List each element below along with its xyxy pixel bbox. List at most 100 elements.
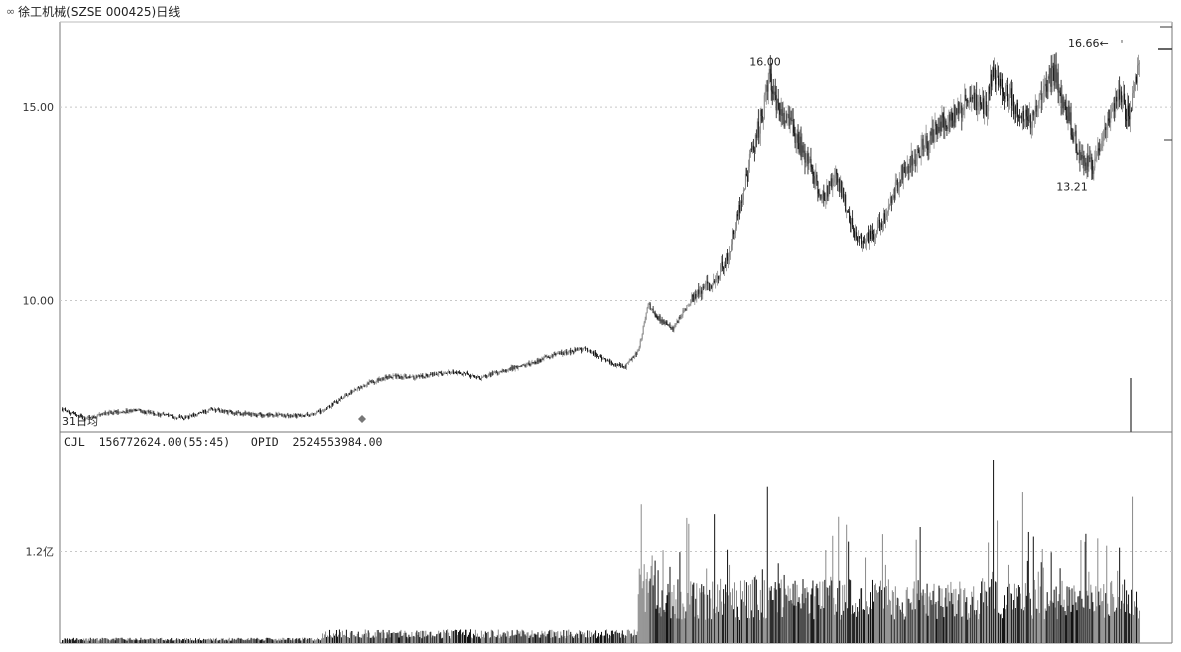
candle-body [446, 372, 448, 374]
volume-bar [860, 588, 862, 643]
candle-body [885, 213, 887, 218]
volume-bar [742, 601, 744, 643]
volume-bar [410, 636, 412, 643]
candle-body [818, 193, 820, 197]
volume-bar [671, 591, 673, 643]
candle-body [308, 415, 310, 416]
candle-body [626, 363, 628, 364]
candle-body [546, 356, 548, 358]
volume-bar [717, 584, 719, 643]
volume-bar [802, 579, 804, 643]
volume-bar [699, 588, 701, 643]
volume-bar [397, 632, 399, 643]
candle-body [378, 378, 380, 381]
volume-bar [859, 598, 861, 643]
volume-bar [303, 639, 305, 643]
volume-bar [783, 574, 785, 643]
volume-bar [813, 619, 815, 643]
candle-body [520, 365, 522, 367]
volume-bar [1113, 597, 1115, 643]
candle-body [724, 264, 726, 269]
volume-bar [1076, 610, 1078, 643]
candle-body [405, 375, 407, 378]
volume-bar [314, 639, 316, 643]
candle-body [671, 326, 673, 330]
volume-bar [1012, 600, 1014, 643]
candle-body [913, 159, 915, 164]
volume-bar [953, 589, 955, 643]
candle-body [601, 358, 603, 360]
candle-body [449, 371, 451, 374]
volume-bar [180, 640, 182, 643]
volume-bar [318, 639, 320, 643]
volume-bar [911, 609, 913, 643]
candle-body [367, 382, 369, 384]
candle-body [506, 370, 508, 372]
candle-body [826, 185, 828, 199]
candle-body [1013, 106, 1015, 115]
candle-body [790, 117, 792, 121]
candle-body [783, 113, 785, 127]
volume-bar [405, 632, 407, 643]
volume-bar [312, 640, 314, 643]
volume-bar [1056, 619, 1058, 643]
volume-bar [603, 635, 605, 643]
volume-bar [138, 640, 140, 643]
candle-body [101, 413, 103, 415]
candle-body [564, 352, 566, 355]
volume-bar [914, 609, 916, 643]
volume-bar [469, 629, 471, 643]
volume-bar [378, 632, 380, 643]
candle-body [466, 372, 468, 375]
candle-body [939, 121, 941, 132]
candle-body [1008, 94, 1010, 99]
candle-body [250, 413, 252, 416]
candle-body [1137, 65, 1139, 83]
candle-body [484, 375, 486, 376]
volume-bar [750, 610, 752, 643]
volume-bar [935, 601, 937, 643]
candle-body [855, 232, 857, 238]
volume-bar [1033, 579, 1035, 643]
volume-bar [74, 639, 76, 643]
candle-body [864, 242, 866, 244]
volume-bar [830, 576, 832, 643]
candle-body [350, 391, 352, 394]
candle-body [704, 285, 706, 288]
candle-body [822, 191, 824, 196]
candle-body [572, 350, 574, 352]
candle-body [918, 150, 920, 157]
candle-body [886, 211, 888, 214]
volume-bar [340, 637, 342, 643]
volume-bar [712, 581, 714, 643]
volume-bar [520, 636, 522, 643]
candle-body [856, 232, 858, 237]
volume-bar [524, 634, 526, 643]
volume-bar [965, 602, 967, 643]
volume-bar [319, 639, 321, 643]
volume-bar [975, 614, 977, 643]
candle-body [207, 409, 209, 412]
candle-body [375, 380, 377, 383]
volume-bar [519, 631, 521, 643]
candle-body [463, 372, 465, 375]
volume-bar [95, 638, 97, 643]
volume-bar [548, 631, 550, 643]
candle-body [1052, 65, 1054, 68]
volume-bar [362, 635, 364, 643]
volume-bar [660, 616, 662, 643]
volume-bar [398, 637, 400, 643]
volume-bar [841, 614, 843, 643]
volume-bar [1089, 608, 1091, 643]
volume-bar [1137, 607, 1139, 643]
volume-bar [591, 632, 593, 643]
candle-body [669, 324, 671, 328]
candle-body [1031, 111, 1033, 128]
volume-bar [240, 638, 242, 643]
volume-bar [174, 640, 176, 643]
candle-body [859, 236, 861, 239]
candle-body [202, 410, 204, 413]
candle-body [97, 414, 99, 416]
volume-bar [1099, 605, 1101, 643]
